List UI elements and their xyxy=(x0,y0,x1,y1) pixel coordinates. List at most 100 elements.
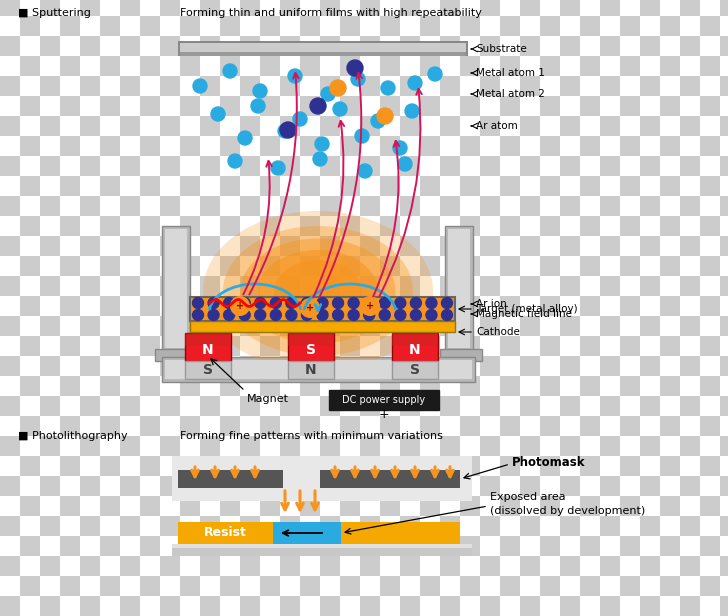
Bar xyxy=(660,336,680,356)
Bar xyxy=(100,396,120,416)
Bar xyxy=(160,196,180,216)
Bar xyxy=(720,196,728,216)
Bar xyxy=(540,176,560,196)
Bar xyxy=(320,16,340,36)
Bar xyxy=(20,236,40,256)
Bar xyxy=(720,496,728,516)
Bar xyxy=(540,296,560,316)
Bar xyxy=(220,76,240,96)
Bar xyxy=(520,56,540,76)
Bar xyxy=(460,396,480,416)
Bar xyxy=(400,136,420,156)
Bar xyxy=(700,536,720,556)
Bar xyxy=(460,16,480,36)
Bar xyxy=(260,336,280,356)
Circle shape xyxy=(379,309,390,320)
Bar xyxy=(700,16,720,36)
Bar xyxy=(172,544,472,556)
Bar xyxy=(520,556,540,576)
Bar xyxy=(0,256,20,276)
Bar xyxy=(240,576,260,596)
Bar xyxy=(185,333,231,346)
Bar xyxy=(620,16,640,36)
Bar xyxy=(80,116,100,136)
Bar xyxy=(520,296,540,316)
Bar xyxy=(560,176,580,196)
Text: N: N xyxy=(202,343,214,357)
Bar xyxy=(140,116,160,136)
Bar xyxy=(600,536,620,556)
Bar xyxy=(140,436,160,456)
Bar xyxy=(280,496,300,516)
Bar xyxy=(480,216,500,236)
Bar xyxy=(300,256,320,276)
Bar xyxy=(520,256,540,276)
Circle shape xyxy=(280,122,296,138)
Bar xyxy=(160,136,180,156)
Bar xyxy=(0,416,20,436)
Bar xyxy=(220,576,240,596)
Bar xyxy=(180,276,200,296)
Bar xyxy=(560,316,580,336)
Bar xyxy=(180,16,200,36)
Bar xyxy=(700,156,720,176)
Bar xyxy=(720,336,728,356)
Bar xyxy=(140,356,160,376)
Bar xyxy=(400,56,420,76)
Bar xyxy=(280,536,300,556)
Bar xyxy=(320,336,340,356)
Circle shape xyxy=(255,298,266,309)
Bar xyxy=(40,576,60,596)
Bar xyxy=(460,476,480,496)
Bar xyxy=(560,256,580,276)
Circle shape xyxy=(208,298,219,309)
Bar xyxy=(720,0,728,16)
Bar xyxy=(20,556,40,576)
Bar xyxy=(200,436,220,456)
Bar xyxy=(380,176,400,196)
Bar xyxy=(680,516,700,536)
Bar xyxy=(380,336,400,356)
Bar xyxy=(220,516,240,536)
Bar xyxy=(680,36,700,56)
Bar xyxy=(0,156,20,176)
Bar xyxy=(720,356,728,376)
Bar xyxy=(340,156,360,176)
Bar xyxy=(180,52,466,56)
Bar xyxy=(260,216,280,236)
Bar xyxy=(400,336,420,356)
Bar xyxy=(600,116,620,136)
Bar xyxy=(540,496,560,516)
Bar xyxy=(320,470,460,488)
Bar xyxy=(160,276,180,296)
Bar xyxy=(320,0,340,16)
Bar xyxy=(640,496,660,516)
Bar xyxy=(560,536,580,556)
Text: N: N xyxy=(305,363,317,377)
Text: Resist: Resist xyxy=(204,527,247,540)
Bar xyxy=(200,36,220,56)
Circle shape xyxy=(405,104,419,118)
Bar xyxy=(140,216,160,236)
Bar xyxy=(120,156,140,176)
Circle shape xyxy=(411,309,422,320)
Bar xyxy=(120,296,140,316)
Bar xyxy=(300,296,320,316)
Bar xyxy=(460,576,480,596)
Bar xyxy=(540,376,560,396)
Bar xyxy=(140,136,160,156)
Bar xyxy=(400,556,420,576)
Bar xyxy=(640,276,660,296)
Bar xyxy=(60,336,80,356)
Bar xyxy=(500,16,520,36)
Bar xyxy=(380,0,400,16)
Bar xyxy=(380,256,400,276)
Bar xyxy=(120,556,140,576)
Bar xyxy=(200,556,220,576)
Bar xyxy=(220,0,240,16)
Circle shape xyxy=(317,309,328,320)
Bar xyxy=(0,396,20,416)
Bar xyxy=(300,196,320,216)
Bar xyxy=(660,476,680,496)
Bar xyxy=(40,16,60,36)
